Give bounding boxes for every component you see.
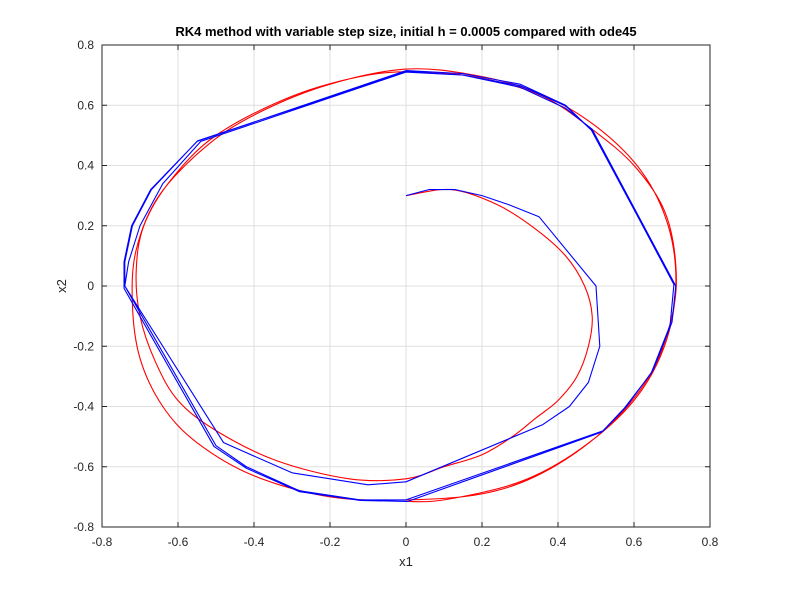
x-tick-label: 0.4 [550,535,567,549]
y-axis-label: x2 [54,279,69,293]
chart-title: RK4 method with variable step size, init… [175,24,636,39]
x-tick-label: 0.2 [474,535,491,549]
x-tick-label: -0.4 [244,535,265,549]
y-tick-label: -0.6 [73,460,94,474]
grid [101,44,711,528]
y-tick-label: -0.4 [73,400,94,414]
x-tick-label: 0 [403,535,410,549]
x-tick-label: -0.6 [168,535,189,549]
x-tick-label: 0.6 [626,535,643,549]
ticks [101,44,711,528]
plot-area: -0.8 -0.6 -0.4 -0.2 0 0.2 0.4 0.6 0.8 -0.8 -0.6 -0.… [73,38,718,549]
y-tick-label: 0 [87,279,94,293]
y-tick-label: -0.2 [73,339,94,353]
x-tick-label: -0.8 [92,535,113,549]
x-tick-label: 0.8 [702,535,719,549]
x-axis-label: x1 [399,554,413,569]
tick-labels: -0.8 -0.6 -0.4 -0.2 0 0.2 0.4 0.6 0.8 -0.8 -0.6 -0.… [73,38,718,549]
series-group [123,68,677,503]
y-tick-label: 0.8 [77,38,94,52]
y-tick-label: -0.8 [73,520,94,534]
x-tick-label: -0.2 [320,535,341,549]
series-line-2 [123,70,677,502]
y-tick-label: 0.6 [77,98,94,112]
y-tick-label: 0.2 [77,219,94,233]
y-tick-label: 0.4 [77,159,94,173]
